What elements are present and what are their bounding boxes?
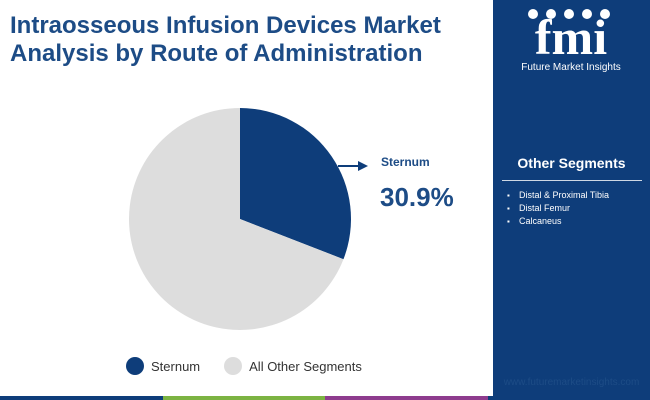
legend-item-sternum: Sternum (126, 357, 200, 375)
other-segment-item: Distal & Proximal Tibia (507, 189, 609, 202)
sidebar-panel: fmi Future Market Insights Other Segment… (493, 0, 650, 396)
pie-slice-all-other-segments (129, 108, 344, 331)
logo-brand-name: Future Market Insights (521, 62, 620, 73)
other-segment-item: Distal Femur (507, 202, 609, 215)
footer-url[interactable]: www.futuremarketinsights.com (503, 377, 640, 388)
legend-label-sternum: Sternum (151, 358, 201, 374)
other-segments-list: Distal & Proximal Tibia Distal Femur Cal… (507, 189, 609, 228)
chart-title-line-1: Intraosseous Infusion Devices Market (10, 12, 441, 39)
other-segments-divider (502, 180, 642, 181)
pie-slice-sternum (240, 108, 351, 260)
chart-title: Intraosseous Infusion Devices Market Ana… (10, 12, 480, 68)
footer-bar-segment (487, 396, 650, 400)
chart-title-line-2: Analysis by Route of Administration (10, 40, 423, 67)
chart-legend: Sternum All Other Segments (126, 357, 386, 375)
other-segments-title: Other Segments (517, 155, 626, 171)
callout-label: Sternum (381, 155, 430, 169)
footer-bar-segment (162, 396, 325, 400)
callout-arrow-head (358, 161, 368, 171)
legend-swatch-other-segments (224, 357, 243, 375)
legend-item-other-segments: All Other Segments (224, 357, 362, 375)
pie-chart: Sternum 30.9% (129, 108, 454, 331)
legend-swatch-sternum (126, 357, 144, 375)
logo-circle-icons (528, 9, 610, 19)
footer-color-bar (0, 396, 650, 400)
fmi-logo: fmi Future Market Insights (521, 9, 621, 73)
footer-bar-segment (325, 396, 488, 400)
footer-bar-segment (0, 396, 163, 400)
other-segment-item: Calcaneus (507, 215, 609, 228)
callout-value: 30.9% (380, 182, 454, 212)
legend-label-other-segments: All Other Segments (249, 358, 362, 374)
